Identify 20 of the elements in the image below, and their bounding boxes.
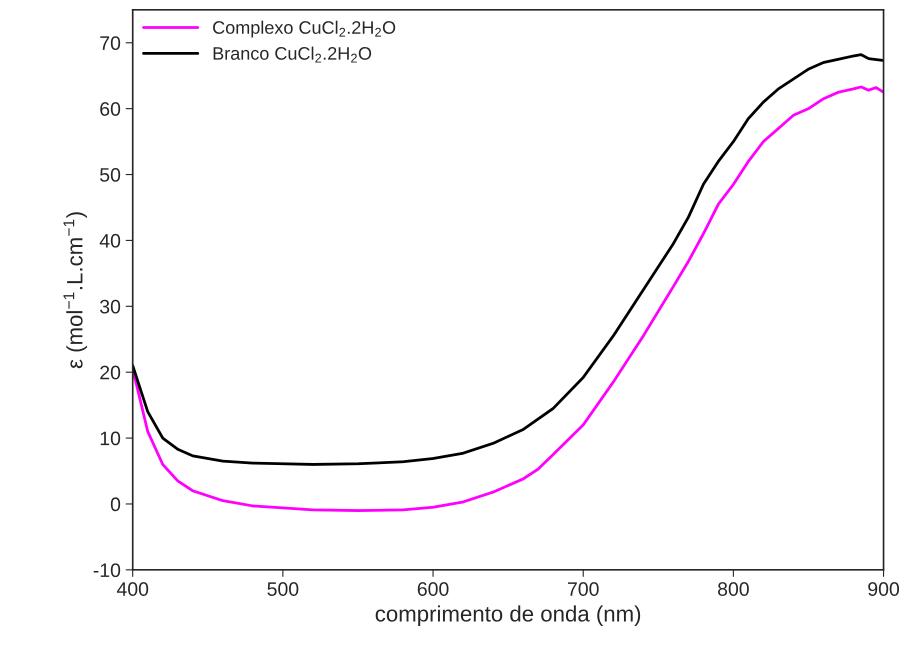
y-tick-label: 60: [100, 102, 120, 116]
x-axis-title: comprimento de onda (nm): [376, 605, 640, 626]
y-axis-title: ε (mol$^{−1}$.L.cm$^{−1}$): [63, 212, 87, 368]
legend-label: Complexo CuCl$_{2}$.2H$_{2}$O: [213, 20, 396, 38]
y-tick-label: 30: [100, 300, 120, 314]
y-tick-label: 0: [110, 497, 120, 512]
y-tick-label: 40: [100, 234, 120, 248]
x-tick-label: 500: [267, 582, 298, 596]
y-tick-label: 10: [100, 432, 120, 446]
legend-label: Branco CuCl$_{2}$.2H$_{2}$O: [214, 46, 372, 63]
x-tick-label: 800: [718, 582, 749, 596]
y-tick-label: -10: [94, 563, 120, 578]
line-series: [132, 86, 884, 512]
y-tick-label: 20: [100, 366, 120, 380]
x-tick-label: 700: [568, 582, 599, 596]
x-tick-label: 900: [868, 582, 900, 596]
y-tick-label: 50: [100, 168, 120, 182]
x-tick-label: 600: [418, 582, 449, 596]
x-tick-label: 400: [116, 582, 148, 596]
y-tick-label: 70: [100, 36, 120, 50]
